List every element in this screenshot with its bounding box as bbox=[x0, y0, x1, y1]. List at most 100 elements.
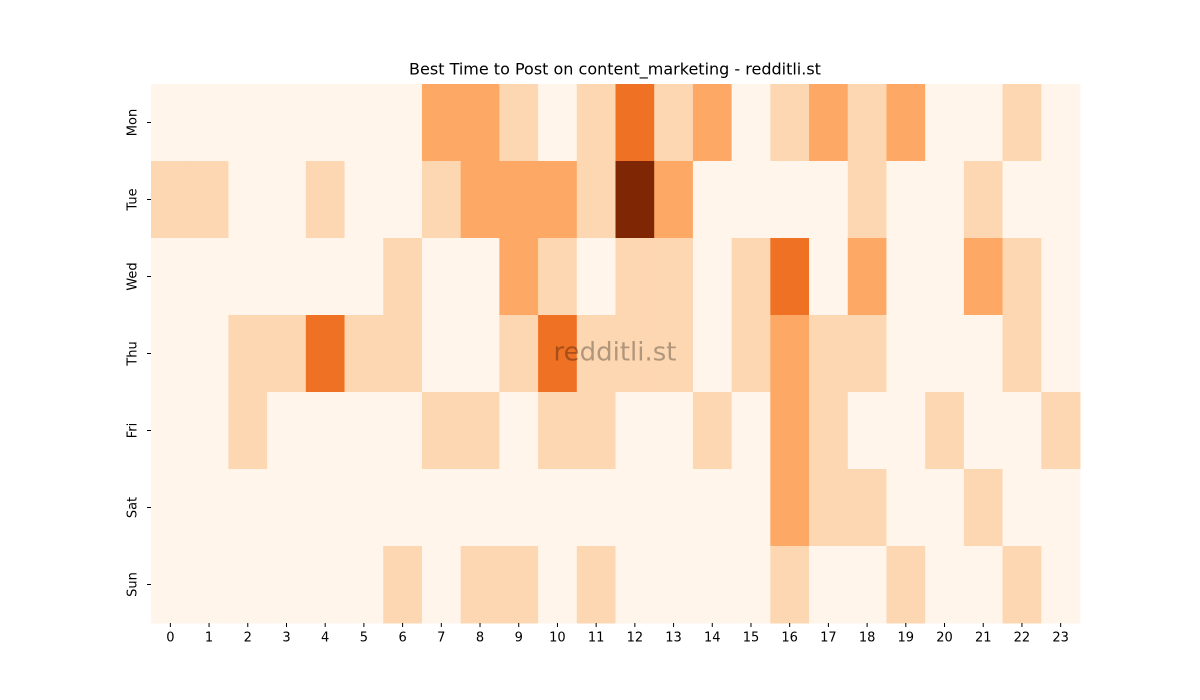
heatmap-cell bbox=[538, 161, 578, 239]
heatmap-cell bbox=[538, 392, 578, 470]
heatmap-cell bbox=[886, 315, 926, 393]
heatmap-cell bbox=[886, 238, 926, 316]
x-tick-label: 19 bbox=[898, 631, 915, 646]
heatmap-cell bbox=[1041, 161, 1081, 239]
heatmap-cell bbox=[1041, 392, 1081, 470]
heatmap-cell bbox=[615, 315, 655, 393]
heatmap-cell bbox=[1002, 546, 1042, 624]
heatmap-cell bbox=[151, 546, 191, 624]
heatmap-cell bbox=[305, 238, 346, 316]
heatmap-cell bbox=[460, 238, 500, 316]
heatmap-cell bbox=[305, 392, 346, 470]
heatmap-cell bbox=[344, 392, 384, 470]
heatmap-cell bbox=[925, 546, 965, 624]
heatmap-cell bbox=[731, 84, 771, 162]
heatmap-cell bbox=[770, 161, 810, 239]
heatmap-cell bbox=[576, 161, 616, 239]
heatmap-cell bbox=[692, 238, 733, 316]
heatmap-cell bbox=[925, 238, 965, 316]
heatmap-cell bbox=[963, 161, 1004, 239]
heatmap-cell bbox=[654, 469, 694, 547]
heatmap-cell bbox=[731, 238, 771, 316]
heatmap-cell bbox=[189, 392, 229, 470]
heatmap-cell bbox=[963, 238, 1004, 316]
heatmap-cell bbox=[421, 161, 462, 239]
heatmap-cell bbox=[615, 238, 655, 316]
x-tick-label: 9 bbox=[515, 631, 523, 646]
heatmap-cell bbox=[963, 392, 1004, 470]
x-tick-label: 4 bbox=[321, 631, 329, 646]
heatmap-cell bbox=[538, 546, 578, 624]
heatmap-cell bbox=[654, 546, 694, 624]
heatmap-cell bbox=[151, 84, 191, 162]
heatmap-cell bbox=[654, 238, 694, 316]
y-tick-label: Mon bbox=[126, 109, 141, 136]
x-tick-label: 12 bbox=[627, 631, 644, 646]
heatmap-cell bbox=[538, 315, 578, 393]
heatmap-cell bbox=[886, 84, 926, 162]
x-tick-label: 14 bbox=[704, 631, 721, 646]
heatmap-cell bbox=[421, 392, 462, 470]
heatmap-cell bbox=[228, 469, 268, 547]
x-tick-label: 21 bbox=[975, 631, 992, 646]
heatmap-cell bbox=[925, 84, 965, 162]
heatmap-cell bbox=[576, 546, 616, 624]
y-tick-label: Sun bbox=[126, 572, 141, 597]
heatmap-cell bbox=[151, 392, 191, 470]
heatmap-cell bbox=[151, 315, 191, 393]
heatmap-cell bbox=[344, 238, 384, 316]
heatmap-cell bbox=[1041, 546, 1081, 624]
heatmap-cell bbox=[460, 546, 500, 624]
heatmap-cell bbox=[499, 161, 539, 239]
heatmap-cell bbox=[267, 84, 307, 162]
heatmap-cell bbox=[886, 469, 926, 547]
heatmap-cell bbox=[189, 161, 229, 239]
y-tick-label: Thu bbox=[126, 341, 141, 366]
heatmap-cell bbox=[460, 161, 500, 239]
heatmap-cell bbox=[925, 469, 965, 547]
heatmap-cell bbox=[151, 469, 191, 547]
heatmap-cell bbox=[576, 238, 616, 316]
heatmap-cell bbox=[615, 161, 655, 239]
heatmap-cell bbox=[770, 315, 810, 393]
heatmap-cell bbox=[189, 546, 229, 624]
heatmap-cell bbox=[305, 84, 346, 162]
heatmap-cell bbox=[847, 546, 887, 624]
heatmap-cell bbox=[460, 84, 500, 162]
heatmap-cell bbox=[460, 392, 500, 470]
heatmap-cell bbox=[189, 315, 229, 393]
heatmap-cell bbox=[770, 546, 810, 624]
heatmap-cell bbox=[770, 238, 810, 316]
x-tick-label: 7 bbox=[437, 631, 445, 646]
x-tick-label: 3 bbox=[282, 631, 290, 646]
heatmap-cell bbox=[344, 469, 384, 547]
heatmap-cell bbox=[847, 238, 887, 316]
heatmap-cell bbox=[886, 161, 926, 239]
heatmap-cell bbox=[731, 161, 771, 239]
heatmap-cell bbox=[692, 84, 733, 162]
heatmap-cell bbox=[499, 546, 539, 624]
heatmap-cell bbox=[499, 315, 539, 393]
y-tick-label: Sat bbox=[126, 497, 141, 518]
heatmap-cell bbox=[847, 392, 887, 470]
x-tick-label: 17 bbox=[820, 631, 837, 646]
heatmap-cell bbox=[1041, 469, 1081, 547]
heatmap-cell bbox=[615, 84, 655, 162]
heatmap-cell bbox=[809, 469, 849, 547]
heatmap-cell bbox=[847, 315, 887, 393]
heatmap-cell bbox=[925, 315, 965, 393]
heatmap-cell bbox=[421, 238, 462, 316]
x-tick-label: 16 bbox=[781, 631, 798, 646]
plot-area bbox=[151, 84, 1081, 624]
heatmap-cell bbox=[770, 392, 810, 470]
heatmap-cell bbox=[809, 84, 849, 162]
heatmap-cell bbox=[421, 546, 462, 624]
heatmap-cell bbox=[1002, 469, 1042, 547]
y-tick-label: Fri bbox=[126, 423, 141, 439]
heatmap-cell bbox=[731, 392, 771, 470]
heatmap-cell bbox=[538, 469, 578, 547]
heatmap-cell bbox=[344, 315, 384, 393]
x-tick-label: 0 bbox=[166, 631, 174, 646]
heatmap-cell bbox=[499, 392, 539, 470]
